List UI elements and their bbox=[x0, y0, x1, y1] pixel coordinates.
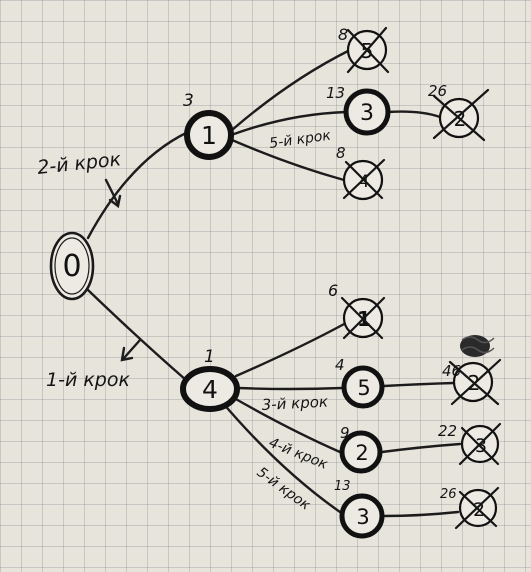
node-b4_3: 3 13 bbox=[334, 479, 382, 536]
node-b4-cost: 1 bbox=[204, 347, 215, 367]
node-root: 0 bbox=[51, 233, 93, 299]
node-b4_5-label: 5 bbox=[357, 376, 370, 400]
step-label-1: 1-й крок bbox=[46, 369, 130, 391]
node-b1_3: 3 13 bbox=[326, 84, 388, 133]
node-root-label: 0 bbox=[62, 249, 81, 284]
node-b4_3_2: 2 26 bbox=[440, 487, 498, 528]
node-b1-label: 1 bbox=[201, 121, 217, 150]
node-b1_5: 5 8 bbox=[338, 25, 388, 72]
node-b1_4-cost: 8 bbox=[336, 144, 346, 162]
step-label-3: 3-й крок bbox=[261, 393, 328, 414]
node-b4-label: 4 bbox=[202, 375, 218, 404]
node-b4_3-cost: 13 bbox=[334, 479, 351, 494]
edge-root-b4 bbox=[88, 290, 186, 380]
edge-b4_2-b4_2_3 bbox=[382, 444, 460, 452]
node-b4: 4 1 bbox=[183, 347, 237, 409]
node-b1_3-label: 3 bbox=[360, 101, 374, 126]
node-b1_3_2-cost: 26 bbox=[428, 82, 447, 100]
step-label-upper: 5-й крок bbox=[268, 127, 332, 152]
node-b4_3_2-cost: 26 bbox=[440, 487, 457, 502]
edge-root-b1 bbox=[88, 132, 188, 238]
node-b4_3-label: 3 bbox=[356, 505, 369, 529]
edge-b4_5-b4_5_2 bbox=[384, 383, 454, 386]
node-b4_5: 5 4 bbox=[335, 356, 382, 406]
node-b4_5_2-cost: 46 bbox=[442, 362, 461, 380]
node-b4_2_3: 3 22 bbox=[438, 422, 500, 464]
step-label-4: 4-й крок bbox=[267, 435, 331, 473]
edge-b4-b4_1 bbox=[236, 323, 346, 376]
node-b4_5_2: 2 46 bbox=[442, 335, 500, 404]
node-b4_2_3-cost: 22 bbox=[438, 422, 457, 440]
node-b1-cost: 3 bbox=[183, 91, 194, 111]
node-b4_1-cost: 6 bbox=[328, 281, 338, 300]
step-label-2: 2-й крок bbox=[36, 148, 122, 179]
arrow-step1 bbox=[122, 340, 140, 360]
node-b1: 1 3 bbox=[183, 91, 231, 157]
node-b1_5-cost: 8 bbox=[338, 25, 348, 44]
node-b4_5-cost: 4 bbox=[335, 356, 345, 374]
edge-b4_3-b4_3_2 bbox=[384, 512, 458, 516]
node-b4_2-cost: 9 bbox=[340, 424, 350, 442]
node-b1_3-cost: 13 bbox=[326, 84, 345, 102]
scribble-mark bbox=[460, 335, 494, 357]
node-b1_3_2: 2 26 bbox=[428, 82, 488, 140]
node-b4_2-label: 2 bbox=[355, 441, 368, 465]
edge-b4-b4_5 bbox=[238, 388, 342, 389]
edge-b1_3-b1_3_2 bbox=[388, 112, 440, 117]
node-b4_2: 2 9 bbox=[340, 424, 380, 471]
step-label-5: 5-й крок bbox=[254, 464, 314, 514]
node-b1_4: 4 8 bbox=[336, 144, 384, 199]
